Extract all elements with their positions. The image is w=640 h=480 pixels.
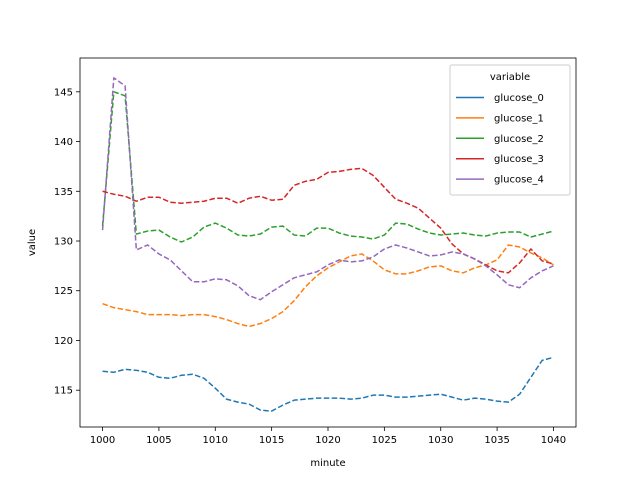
legend-label: glucose_0 — [494, 93, 544, 104]
y-tick-label: 135 — [54, 187, 73, 198]
plot-frame — [79, 57, 577, 428]
x-tick-label: 1030 — [428, 435, 453, 446]
legend-label: glucose_2 — [494, 134, 544, 145]
y-tick-label: 120 — [54, 336, 73, 347]
x-tick-label: 1010 — [203, 435, 228, 446]
legend: variable glucose_0glucose_1glucose_2gluc… — [449, 64, 571, 196]
y-tick-label: 125 — [54, 286, 73, 297]
legend-label: glucose_4 — [494, 175, 544, 186]
x-tick-label: 1035 — [484, 435, 509, 446]
x-tick-label: 1025 — [372, 435, 397, 446]
legend-label: glucose_3 — [494, 154, 544, 165]
series-line-glucose-2 — [101, 91, 554, 243]
series-line-glucose-4 — [101, 77, 554, 301]
y-tick-label: 140 — [54, 137, 73, 148]
series-line-glucose-0 — [102, 356, 554, 412]
x-tick-label: 1015 — [259, 435, 284, 446]
x-axis-label: minute — [310, 458, 345, 469]
y-tick-label: 115 — [54, 386, 73, 397]
y-axis-ticks: 115 120 125 130 135 140 145 — [54, 87, 80, 397]
series-line-glucose-1 — [102, 244, 554, 328]
legend-label: glucose_1 — [494, 113, 544, 124]
legend-title: variable — [490, 72, 530, 83]
y-tick-label: 130 — [54, 237, 73, 248]
x-tick-label: 1040 — [541, 435, 566, 446]
x-tick-label: 1000 — [90, 435, 115, 446]
x-tick-label: 1005 — [146, 435, 171, 446]
y-tick-label: 145 — [54, 87, 73, 98]
x-axis-ticks: 1000 1005 1010 1015 1020 1025 1030 1035 1040 — [90, 427, 566, 446]
legend-items: glucose_0 glucose_1 glucose_2 glucose_3gluc… — [456, 93, 544, 186]
x-tick-label: 1020 — [315, 435, 340, 446]
series-layer — [101, 77, 554, 412]
y-axis-label: value — [27, 229, 38, 256]
